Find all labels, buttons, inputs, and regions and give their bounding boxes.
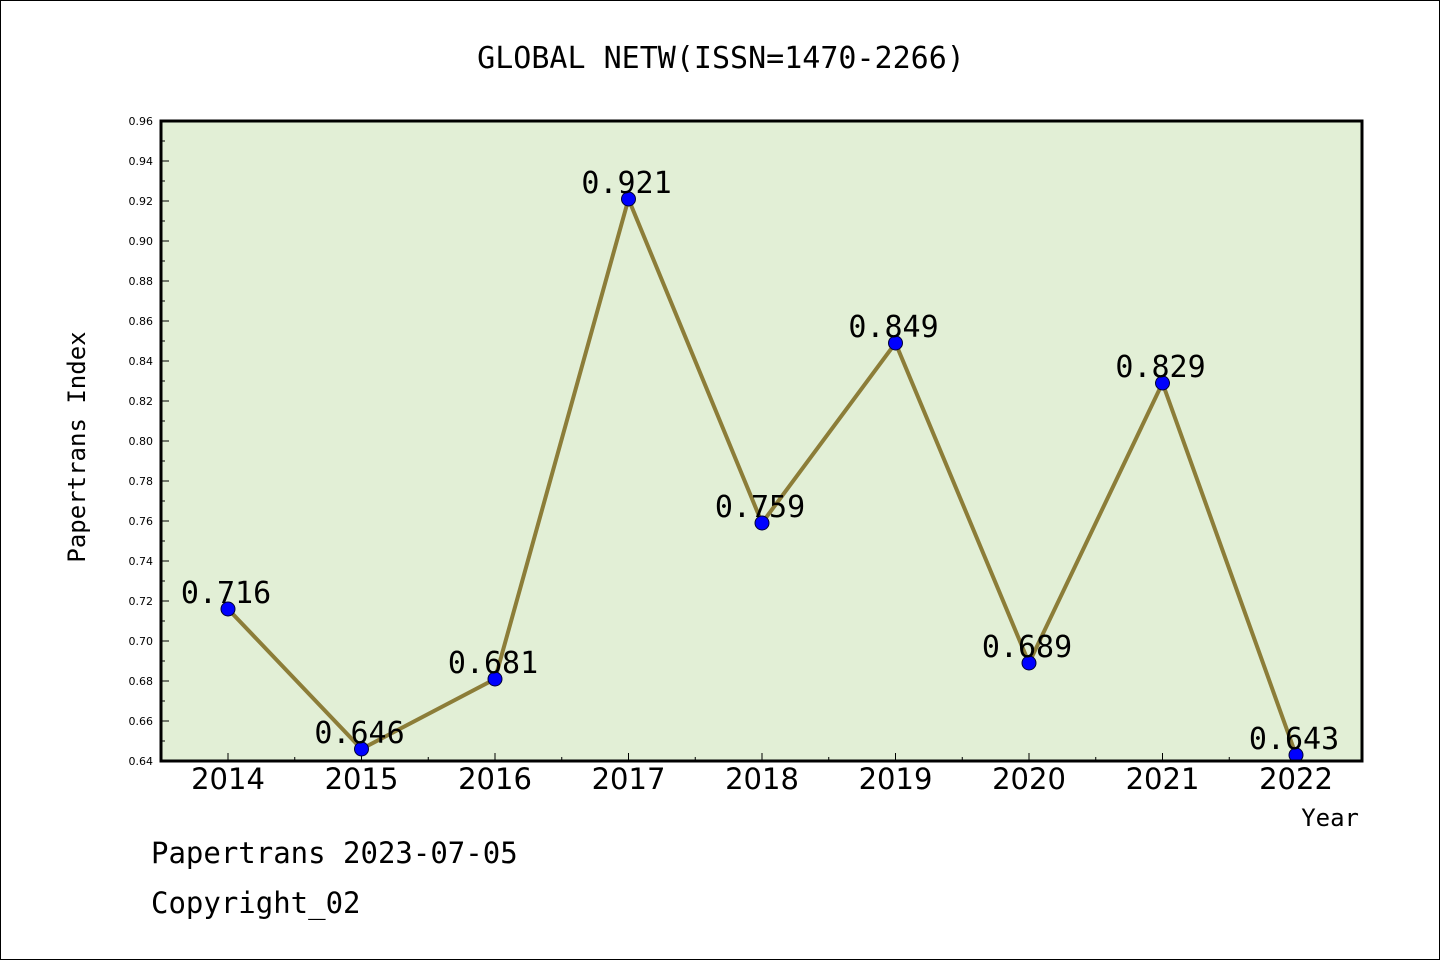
x-tick-label: 2016 (458, 762, 532, 796)
y-tick-label: 0.96 (129, 115, 154, 128)
y-tick-label: 0.90 (129, 235, 154, 248)
x-axis-label: Year (1301, 804, 1359, 832)
data-label: 0.759 (715, 490, 805, 525)
data-point-marker (220, 601, 236, 617)
x-tick-label: 2017 (592, 762, 666, 796)
x-tick-label: 2014 (191, 762, 265, 796)
plot-frame (159, 119, 1364, 763)
footer-date: Papertrans 2023-07-05 (151, 836, 518, 870)
data-point-marker (1155, 375, 1170, 391)
y-tick-label: 0.74 (129, 555, 154, 568)
data-point-marker (1021, 655, 1037, 671)
data-label: 0.681 (448, 646, 538, 681)
footer-copyright: Copyright_02 (151, 886, 361, 920)
x-tick-label: 2018 (725, 762, 799, 796)
data-point-marker (754, 515, 770, 531)
x-tick-label: 2021 (1126, 762, 1200, 796)
y-tick-label: 0.82 (129, 395, 154, 408)
y-tick-label: 0.72 (129, 595, 154, 608)
x-tick-label: 2015 (325, 762, 399, 796)
y-tick-label: 0.66 (129, 715, 154, 728)
data-label: 0.643 (1249, 722, 1339, 757)
x-tick-label: 2020 (992, 762, 1066, 796)
y-tick-label: 0.78 (129, 475, 154, 488)
data-label: 0.829 (1115, 350, 1205, 385)
plot-area (161, 121, 1362, 761)
y-tick-label: 0.84 (129, 355, 154, 368)
x-tick-label: 2022 (1259, 762, 1333, 796)
y-tick-label: 0.80 (129, 435, 154, 448)
y-tick-label: 0.76 (129, 515, 154, 528)
y-tick-label: 0.92 (129, 195, 154, 208)
data-point-marker (888, 335, 903, 351)
y-tick-label: 0.88 (129, 275, 154, 288)
y-axis-ticks: 0.64 0.66 0.68 0.70 0.72 0.74 0.76 0.78 0.80 0.82… (129, 115, 169, 768)
data-label: 0.921 (581, 166, 671, 201)
data-label: 0.716 (181, 576, 271, 611)
y-tick-label: 0.94 (129, 155, 154, 168)
markers-group (220, 191, 1304, 763)
y-tick-label: 0.64 (129, 755, 154, 768)
data-label: 0.689 (982, 630, 1072, 665)
y-tick-label: 0.68 (129, 675, 154, 688)
y-axis-label: Papertrans Index (63, 331, 91, 562)
x-tick-label: 2019 (859, 762, 933, 796)
data-label: 0.646 (314, 716, 404, 751)
data-point-marker (621, 191, 636, 207)
data-point-marker (487, 671, 503, 687)
data-point-marker (354, 741, 369, 757)
chart-title: GLOBAL NETW(ISSN=1470-2266) (477, 41, 965, 76)
y-tick-label: 0.86 (129, 315, 154, 328)
data-labels-group: 0.716 0.646 0.681 0.921 0.759 0.849 0.689 0.829… (181, 166, 1339, 757)
data-label: 0.849 (848, 310, 938, 345)
x-axis-ticks: 2014 2015 2016 2017 2018 2019 2020 2021 2022 (191, 753, 1333, 796)
y-tick-label: 0.70 (129, 635, 154, 648)
